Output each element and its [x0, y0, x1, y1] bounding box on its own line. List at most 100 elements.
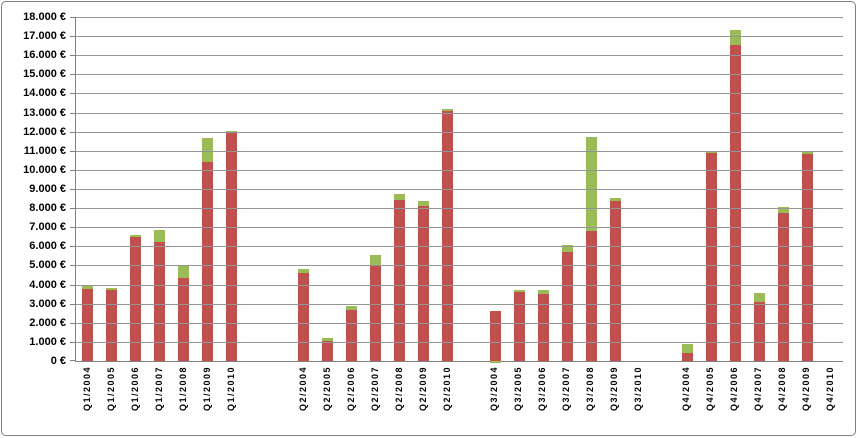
- y-axis-tick: [70, 341, 76, 343]
- red-segment-Q2/2005[interactable]: [322, 340, 334, 361]
- y-axis-tick-label: 5.000 €: [29, 259, 66, 272]
- bar-Q2/2006[interactable]: [346, 305, 358, 361]
- red-segment-Q4/2007[interactable]: [753, 301, 765, 361]
- bar-Q2/2009[interactable]: [418, 201, 430, 361]
- red-segment-Q2/2004[interactable]: [298, 273, 310, 361]
- bar-Q2/2010[interactable]: [442, 108, 454, 361]
- bar-Q1/2005[interactable]: [106, 288, 118, 361]
- y-axis-tick: [70, 265, 76, 267]
- green-segment-Q2/2004[interactable]: [298, 269, 310, 274]
- x-axis-label-Q4/2005: Q4/2005: [705, 366, 716, 412]
- red-segment-Q2/2010[interactable]: [442, 110, 454, 361]
- bar-slot-Q3/2004: [483, 17, 507, 363]
- green-base-segment-Q3/2004[interactable]: [489, 361, 501, 363]
- red-segment-Q2/2007[interactable]: [370, 264, 382, 361]
- green-segment-Q4/2008[interactable]: [777, 207, 789, 213]
- red-segment-Q1/2009[interactable]: [202, 162, 214, 361]
- red-segment-Q3/2005[interactable]: [513, 292, 525, 361]
- red-segment-Q1/2008[interactable]: [178, 277, 190, 361]
- x-cell-gap: [243, 366, 267, 432]
- red-segment-Q2/2006[interactable]: [346, 310, 358, 361]
- green-segment-Q2/2005[interactable]: [322, 338, 334, 341]
- green-segment-Q4/2004[interactable]: [681, 343, 693, 354]
- bar-Q1/2006[interactable]: [130, 234, 142, 361]
- x-axis-label-Q1/2007: Q1/2007: [153, 366, 164, 412]
- x-axis-label-Q1/2004: Q1/2004: [81, 366, 92, 412]
- red-segment-Q3/2008[interactable]: [585, 231, 597, 361]
- bar-Q2/2008[interactable]: [394, 193, 406, 361]
- bar-Q1/2009[interactable]: [202, 138, 214, 361]
- green-segment-Q3/2007[interactable]: [561, 245, 573, 253]
- bar-Q4/2006[interactable]: [729, 30, 741, 361]
- bar-Q3/2008[interactable]: [585, 137, 597, 361]
- green-segment-Q2/2007[interactable]: [370, 254, 382, 265]
- x-cell: Q2/2004: [291, 366, 315, 432]
- green-segment-Q1/2006[interactable]: [130, 234, 142, 237]
- x-cell: Q4/2006: [722, 366, 746, 432]
- green-segment-Q2/2010[interactable]: [442, 108, 454, 111]
- red-segment-Q4/2004[interactable]: [681, 353, 693, 361]
- green-segment-Q4/2009[interactable]: [801, 151, 813, 154]
- red-segment-Q4/2005[interactable]: [705, 152, 717, 361]
- green-segment-Q3/2006[interactable]: [537, 290, 549, 295]
- red-segment-Q3/2009[interactable]: [609, 201, 621, 361]
- x-cell: Q1/2008: [171, 366, 195, 432]
- bar-Q2/2004[interactable]: [298, 269, 310, 361]
- bar-Q4/2005[interactable]: [705, 150, 717, 361]
- green-segment-Q3/2005[interactable]: [513, 290, 525, 293]
- green-segment-Q1/2008[interactable]: [178, 266, 190, 278]
- bar-Q3/2005[interactable]: [513, 290, 525, 361]
- green-segment-Q4/2007[interactable]: [753, 293, 765, 302]
- green-segment-Q2/2008[interactable]: [394, 193, 406, 201]
- green-segment-Q1/2009[interactable]: [202, 138, 214, 163]
- bar-Q3/2007[interactable]: [561, 245, 573, 361]
- bar-Q2/2007[interactable]: [370, 254, 382, 361]
- bar-Q3/2006[interactable]: [537, 290, 549, 361]
- bar-slot-Q1/2005: [100, 17, 124, 361]
- red-segment-Q4/2006[interactable]: [729, 44, 741, 361]
- red-segment-Q4/2008[interactable]: [777, 212, 789, 361]
- x-cell: Q2/2005: [315, 366, 339, 432]
- bar-Q4/2007[interactable]: [753, 293, 765, 361]
- green-segment-Q2/2009[interactable]: [418, 201, 430, 207]
- gridline-16000: [76, 55, 843, 57]
- green-segment-Q4/2006[interactable]: [729, 30, 741, 45]
- bar-slot-Q4/2007: [747, 17, 771, 361]
- green-segment-Q1/2004[interactable]: [82, 286, 94, 290]
- bar-Q3/2004[interactable]: [489, 311, 501, 363]
- x-axis-label-Q3/2006: Q3/2006: [537, 366, 548, 412]
- bar-Q2/2005[interactable]: [322, 338, 334, 361]
- bar-Q4/2008[interactable]: [777, 207, 789, 361]
- bar-Q4/2004[interactable]: [681, 343, 693, 361]
- bar-Q1/2008[interactable]: [178, 266, 190, 361]
- y-axis-tick: [70, 303, 76, 305]
- green-segment-Q1/2005[interactable]: [106, 288, 118, 291]
- red-segment-Q1/2007[interactable]: [154, 241, 166, 361]
- x-cell: Q4/2009: [794, 366, 818, 432]
- x-axis-label-Q1/2010: Q1/2010: [225, 366, 236, 412]
- gridline-11000: [76, 150, 843, 152]
- bar-Q3/2009[interactable]: [609, 197, 621, 361]
- x-cell-gap: [459, 366, 483, 432]
- red-segment-Q4/2009[interactable]: [801, 153, 813, 361]
- red-segment-Q3/2006[interactable]: [537, 294, 549, 361]
- bar-slot-Q2/2008: [388, 17, 412, 361]
- bar-Q1/2007[interactable]: [154, 230, 166, 361]
- green-segment-Q2/2006[interactable]: [346, 305, 358, 311]
- green-segment-Q1/2007[interactable]: [154, 230, 166, 242]
- red-segment-Q3/2004[interactable]: [489, 311, 501, 362]
- red-segment-Q1/2006[interactable]: [130, 236, 142, 361]
- bar-Q4/2009[interactable]: [801, 151, 813, 361]
- gridline-13000: [76, 112, 843, 114]
- green-segment-Q3/2009[interactable]: [609, 197, 621, 202]
- red-segment-Q1/2004[interactable]: [82, 289, 94, 361]
- red-segment-Q1/2005[interactable]: [106, 290, 118, 361]
- red-segment-Q2/2008[interactable]: [394, 200, 406, 361]
- bar-slot-Q2/2006: [340, 17, 364, 361]
- green-segment-Q3/2008[interactable]: [585, 137, 597, 232]
- x-cell-gap: [650, 366, 674, 432]
- bar-Q1/2004[interactable]: [82, 286, 94, 361]
- x-axis-label-Q2/2008: Q2/2008: [393, 366, 404, 412]
- red-segment-Q2/2009[interactable]: [418, 206, 430, 361]
- red-segment-Q3/2007[interactable]: [561, 252, 573, 361]
